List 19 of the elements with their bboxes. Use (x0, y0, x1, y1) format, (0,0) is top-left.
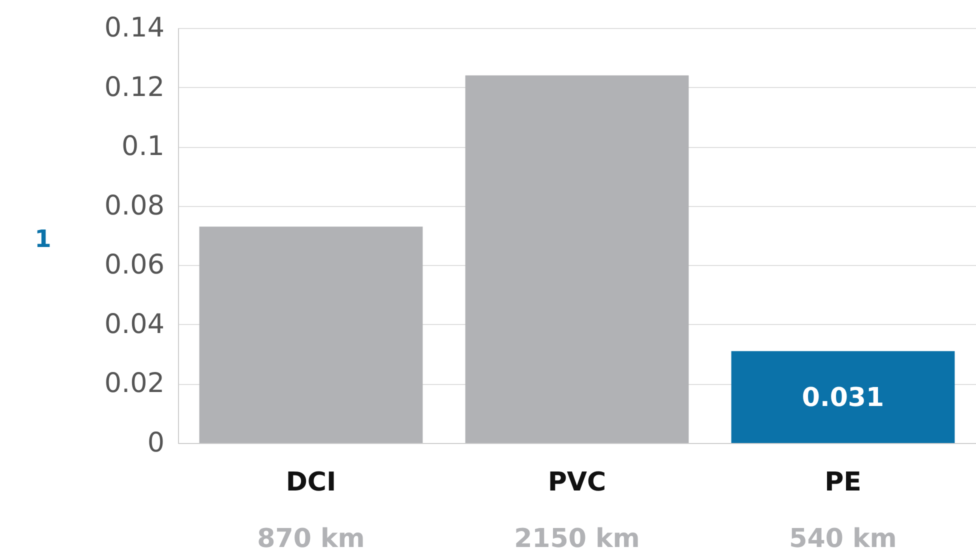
y-tick-label: 0.04 (104, 308, 164, 340)
y-tick-label: 0.12 (104, 72, 164, 103)
x-tick-label: PE (824, 468, 862, 498)
text: 2150 km (514, 524, 640, 553)
y-tick-label: 0.08 (104, 190, 164, 222)
bar (731, 351, 955, 443)
text: 870 km (257, 524, 365, 553)
bar (465, 75, 689, 443)
y-tick-label: 0.02 (104, 368, 164, 400)
text: 540 km (789, 524, 897, 553)
x-tick-label: DCI (286, 468, 336, 498)
text: 1 (34, 225, 52, 253)
y-tick-label: 0 (147, 428, 164, 458)
y-tick-label: 0.06 (104, 250, 164, 281)
data-label: 0.031 (802, 383, 884, 414)
bar (199, 226, 423, 443)
y-tick-label: 0.1 (122, 131, 164, 162)
y-tick-label: 0.14 (104, 12, 164, 44)
x-tick-label: PVC (548, 468, 606, 498)
